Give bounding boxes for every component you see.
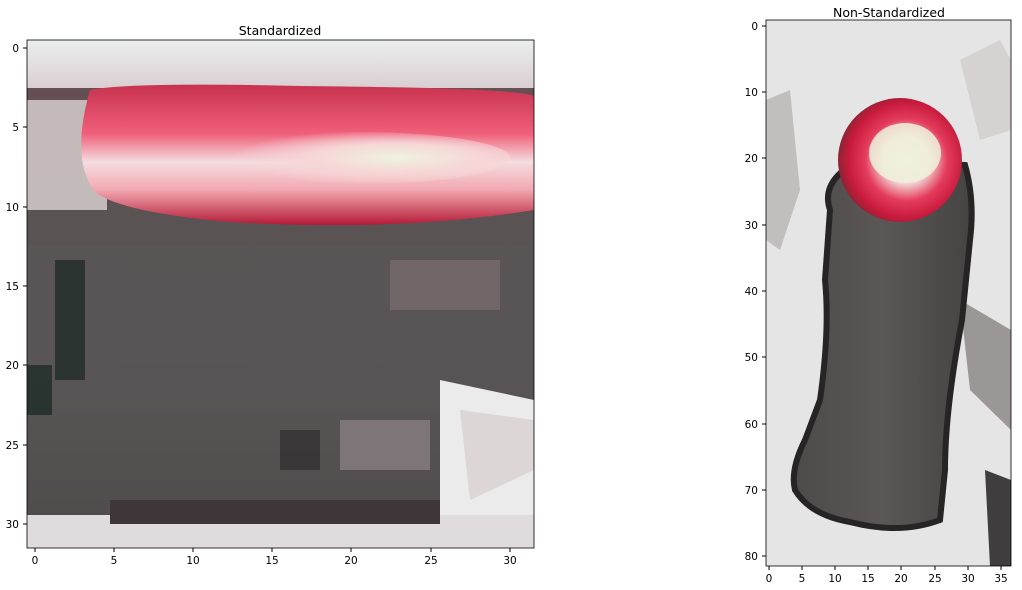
svg-text:30: 30 [6, 519, 19, 531]
svg-text:10: 10 [186, 555, 199, 567]
y-tick: 20 [745, 153, 766, 165]
svg-text:5: 5 [111, 555, 118, 567]
x-tick: 10 [186, 548, 200, 567]
svg-text:10: 10 [828, 573, 841, 585]
svg-text:30: 30 [961, 573, 974, 585]
y-tick: 0 [12, 43, 27, 55]
x-tick: 20 [344, 548, 358, 567]
x-tick: 25 [424, 548, 438, 567]
panel-non-standardized: Non-Standardized 0 5 10 15 20 25 30 35 [745, 5, 1012, 585]
x-tick: 5 [111, 548, 118, 567]
svg-text:25: 25 [6, 440, 19, 452]
y-tick: 5 [12, 122, 27, 134]
plot-frame [765, 19, 1012, 567]
svg-text:20: 20 [6, 360, 19, 372]
svg-text:80: 80 [745, 551, 758, 563]
svg-text:5: 5 [12, 122, 19, 134]
x-tick: 15 [861, 566, 875, 585]
y-axis: 0 10 20 30 40 50 60 70 80 [745, 21, 766, 563]
non-standardized-image [766, 20, 1011, 566]
y-tick: 10 [745, 87, 766, 99]
y-tick: 40 [745, 286, 766, 298]
svg-text:0: 0 [12, 43, 19, 55]
svg-text:20: 20 [344, 555, 357, 567]
x-tick: 15 [265, 548, 279, 567]
x-tick: 10 [828, 566, 842, 585]
x-axis: 0 5 10 15 20 25 30 [32, 548, 517, 567]
svg-text:15: 15 [265, 555, 278, 567]
svg-text:15: 15 [6, 281, 19, 293]
y-tick: 0 [751, 21, 766, 33]
y-tick: 30 [6, 519, 27, 531]
svg-text:25: 25 [424, 555, 437, 567]
svg-text:10: 10 [745, 87, 758, 99]
y-tick: 70 [745, 485, 766, 497]
svg-text:30: 30 [503, 555, 516, 567]
x-tick: 5 [799, 566, 806, 585]
x-tick: 0 [766, 566, 773, 585]
svg-text:5: 5 [799, 573, 806, 585]
svg-text:0: 0 [32, 555, 39, 567]
y-tick: 50 [745, 352, 766, 364]
svg-text:20: 20 [745, 153, 758, 165]
y-tick: 20 [6, 360, 27, 372]
y-tick: 10 [6, 202, 27, 214]
x-tick: 25 [928, 566, 942, 585]
plot-frame [26, 39, 535, 549]
y-tick: 25 [6, 440, 27, 452]
y-tick: 80 [745, 551, 766, 563]
y-tick: 60 [745, 419, 766, 431]
panel-title: Standardized [239, 23, 322, 38]
standardized-image [27, 40, 534, 548]
svg-text:20: 20 [894, 573, 907, 585]
x-tick: 20 [894, 566, 908, 585]
y-tick: 30 [745, 220, 766, 232]
y-axis: 0 5 10 15 20 25 30 [6, 43, 27, 531]
panel-standardized: Standardized 0 5 10 [6, 23, 535, 567]
svg-text:40: 40 [745, 286, 758, 298]
svg-text:0: 0 [766, 573, 773, 585]
svg-text:0: 0 [751, 21, 758, 33]
svg-text:60: 60 [745, 419, 758, 431]
svg-text:10: 10 [6, 202, 19, 214]
svg-text:50: 50 [745, 352, 758, 364]
svg-text:15: 15 [861, 573, 874, 585]
panel-title: Non-Standardized [833, 5, 945, 20]
svg-text:70: 70 [745, 485, 758, 497]
x-tick: 30 [503, 548, 517, 567]
svg-text:25: 25 [928, 573, 941, 585]
x-tick: 35 [994, 566, 1008, 585]
svg-text:30: 30 [745, 220, 758, 232]
y-tick: 15 [6, 281, 27, 293]
svg-text:35: 35 [994, 573, 1007, 585]
x-tick: 30 [961, 566, 975, 585]
x-axis: 0 5 10 15 20 25 30 35 [766, 566, 1008, 585]
x-tick: 0 [32, 548, 39, 567]
